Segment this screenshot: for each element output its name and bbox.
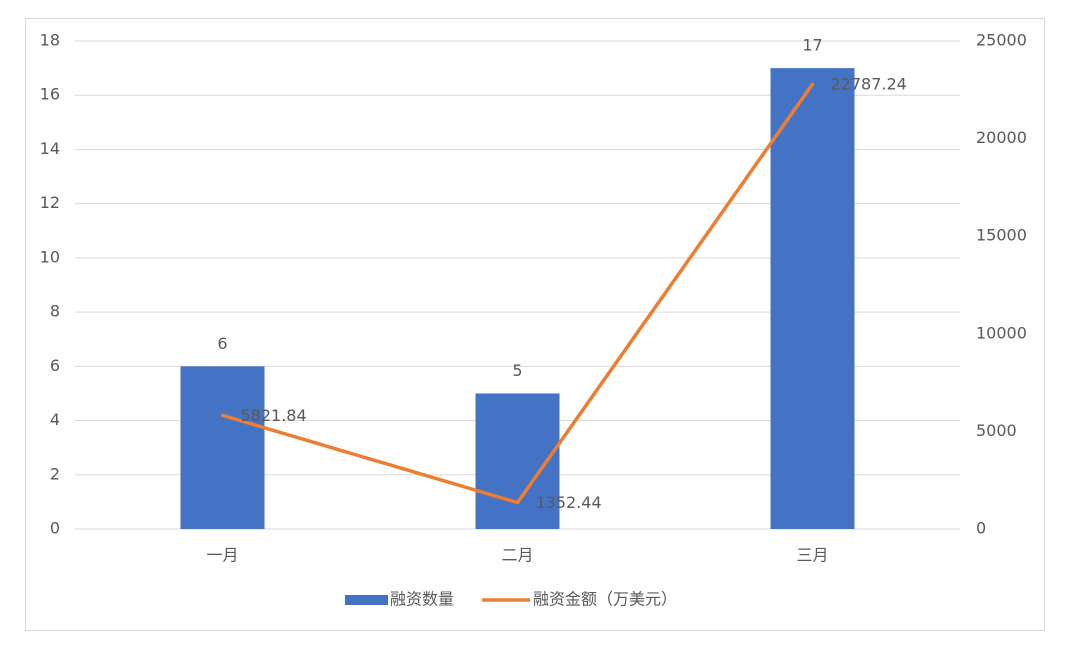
data-label: 22787.24 (831, 75, 907, 94)
y-tick-label: 16 (40, 85, 60, 104)
y-tick-label: 4 (50, 410, 60, 429)
legend-swatch (345, 595, 388, 605)
y-tick-label: 8 (50, 302, 60, 321)
y2-tick-label: 25000 (976, 31, 1027, 50)
bar (770, 68, 855, 529)
x-tick-label: 三月 (796, 546, 828, 565)
y-tick-label: 0 (50, 519, 60, 538)
y-tick-label: 12 (40, 193, 60, 212)
y2-tick-label: 5000 (976, 421, 1017, 440)
y-tick-label: 2 (50, 464, 60, 483)
y2-tick-label: 20000 (976, 128, 1027, 147)
line (220, 82, 815, 505)
x-tick-label: 二月 (501, 546, 533, 565)
x-tick-label: 一月 (206, 546, 238, 565)
y-tick-label: 14 (40, 139, 60, 158)
y2-tick-label: 15000 (976, 226, 1027, 245)
data-label: 1352.44 (536, 493, 602, 512)
y-tick-label: 6 (50, 356, 60, 375)
data-label: 5821.84 (241, 406, 307, 425)
y2-tick-label: 10000 (976, 323, 1027, 342)
y-tick-label: 10 (40, 247, 60, 266)
chart-frame (25, 18, 1045, 631)
legend-label: 融资金额（万美元） (533, 590, 677, 609)
legend-label: 融资数量 (390, 590, 454, 609)
data-label: 6 (217, 334, 227, 353)
y2-tick-label: 0 (976, 519, 986, 538)
y-tick-label: 18 (40, 31, 60, 50)
data-label: 5 (512, 361, 522, 380)
data-label: 17 (802, 36, 822, 55)
bar (180, 366, 265, 529)
